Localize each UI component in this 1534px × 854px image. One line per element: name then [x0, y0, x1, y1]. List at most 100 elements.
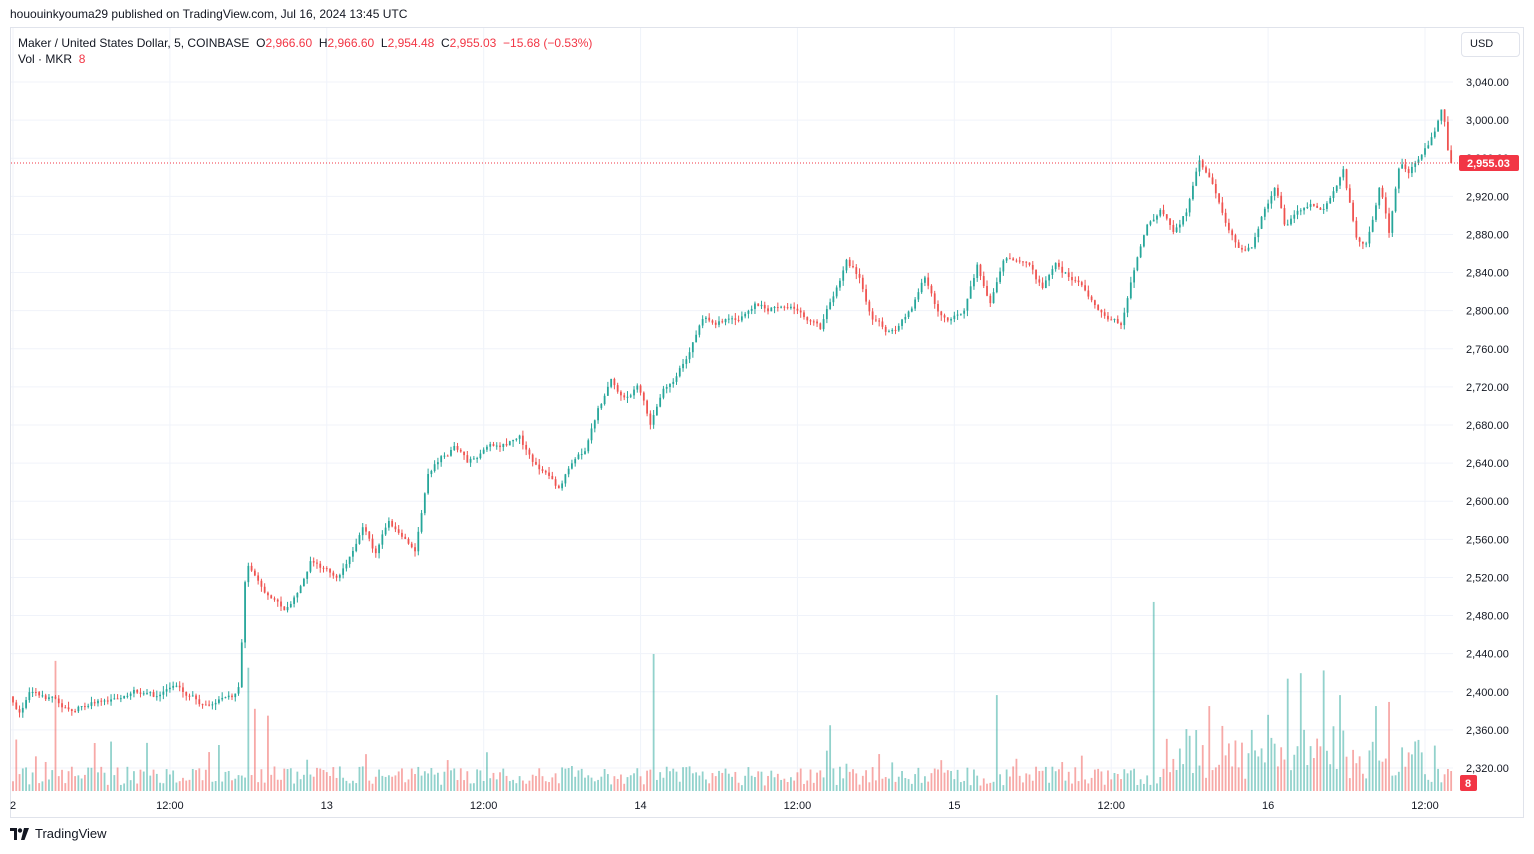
candle-body — [1182, 216, 1185, 225]
candle-body — [286, 607, 289, 611]
candle-body — [1169, 218, 1171, 225]
volume-bar — [162, 783, 165, 791]
footer-brand-text[interactable]: TradingView — [35, 826, 107, 841]
candle-body — [803, 312, 805, 318]
volume-bar — [74, 776, 77, 791]
volume-bars — [12, 601, 1453, 791]
candle-body — [1263, 208, 1266, 217]
volume-bar — [1162, 768, 1165, 791]
volume-bar — [1234, 740, 1237, 791]
volume-bar — [1427, 779, 1430, 791]
volume-bar — [123, 783, 126, 791]
volume-bar — [874, 780, 877, 791]
volume-bar — [64, 783, 67, 791]
volume-bar — [806, 780, 809, 791]
volume-bar — [750, 775, 753, 791]
symbol-title[interactable]: Maker / United States Dollar, 5, COINBAS… — [18, 36, 250, 50]
volume-bar — [492, 772, 495, 791]
volume-bar — [38, 783, 41, 791]
volume-bar — [440, 784, 443, 791]
candle-body — [636, 385, 639, 390]
candle-body — [126, 695, 129, 697]
volume-bar — [482, 780, 485, 791]
candle-body — [1008, 258, 1011, 260]
volume-bar — [1054, 771, 1057, 791]
volume-bar — [87, 767, 90, 791]
candle-body — [218, 699, 220, 703]
candle-body — [1152, 219, 1155, 222]
volume-bar — [172, 770, 175, 791]
candle-body — [705, 317, 707, 319]
volume-bar — [1322, 670, 1325, 791]
volume-bar — [979, 785, 982, 791]
candle-body — [1371, 219, 1374, 232]
candle-body — [809, 320, 812, 322]
candle-body — [992, 292, 995, 304]
candle-body — [924, 277, 926, 283]
volume-bar — [554, 773, 557, 791]
candle-body — [812, 321, 815, 323]
candle-body — [1129, 282, 1132, 299]
volume-bar — [1283, 759, 1286, 791]
candles — [12, 109, 1453, 718]
volume-bar — [744, 775, 747, 791]
volume-bar — [1339, 695, 1341, 791]
candle-body — [1146, 224, 1149, 236]
volume-bar — [865, 770, 867, 791]
candle-body — [41, 695, 44, 697]
volume-bar — [907, 779, 910, 791]
candle-body — [1162, 209, 1165, 215]
candle-body — [1123, 312, 1126, 326]
candle-body — [1358, 237, 1361, 242]
candle-body — [306, 571, 309, 579]
candle-body — [414, 547, 416, 552]
volume-bar — [204, 769, 207, 791]
candle-body — [1012, 258, 1015, 261]
candle-body — [106, 700, 109, 702]
candle-body — [698, 325, 701, 335]
candle-body — [191, 695, 194, 697]
currency-button[interactable]: USD — [1461, 32, 1520, 57]
candle-body — [201, 704, 204, 706]
volume-label[interactable]: Vol · MKR — [18, 52, 73, 66]
volume-bar — [603, 769, 606, 791]
candle-body — [528, 449, 531, 455]
volume-bar — [1192, 773, 1194, 791]
volume-bar — [1035, 766, 1037, 791]
candle-body — [309, 561, 312, 572]
volume-bar — [956, 769, 959, 791]
volume-bar — [142, 771, 145, 791]
volume-bar — [267, 715, 269, 791]
volume-bar — [515, 783, 518, 791]
candle-body — [927, 277, 930, 286]
candle-body — [182, 687, 184, 692]
candle-body — [695, 334, 698, 343]
volume-bar — [655, 779, 658, 791]
volume-bar — [224, 771, 227, 791]
time-tick-label: 13 — [321, 800, 333, 812]
volume-bar — [852, 769, 854, 791]
candle-body — [904, 317, 907, 320]
volume-bar — [263, 782, 266, 791]
volume-bar — [1267, 714, 1270, 791]
candle-body — [204, 704, 207, 706]
volume-bar — [518, 776, 521, 791]
time-tick-label: 12:00 — [1097, 800, 1125, 812]
candle-body — [296, 592, 299, 598]
candle-body — [1205, 167, 1207, 173]
candle-body — [740, 316, 743, 321]
volume-bar — [1309, 746, 1312, 791]
volume-bar — [924, 776, 926, 791]
candle-body — [378, 544, 380, 554]
volume-bar — [1277, 766, 1279, 791]
volume-bar — [551, 777, 554, 791]
price-tick-label: 2,840.00 — [1466, 268, 1509, 280]
volume-bar — [718, 770, 720, 791]
volume-bar — [1345, 756, 1348, 791]
candle-body — [613, 378, 616, 386]
candle-body — [234, 693, 237, 698]
candle-body — [1280, 195, 1283, 209]
candle-body — [1257, 228, 1260, 238]
volume-bar — [1123, 769, 1126, 791]
